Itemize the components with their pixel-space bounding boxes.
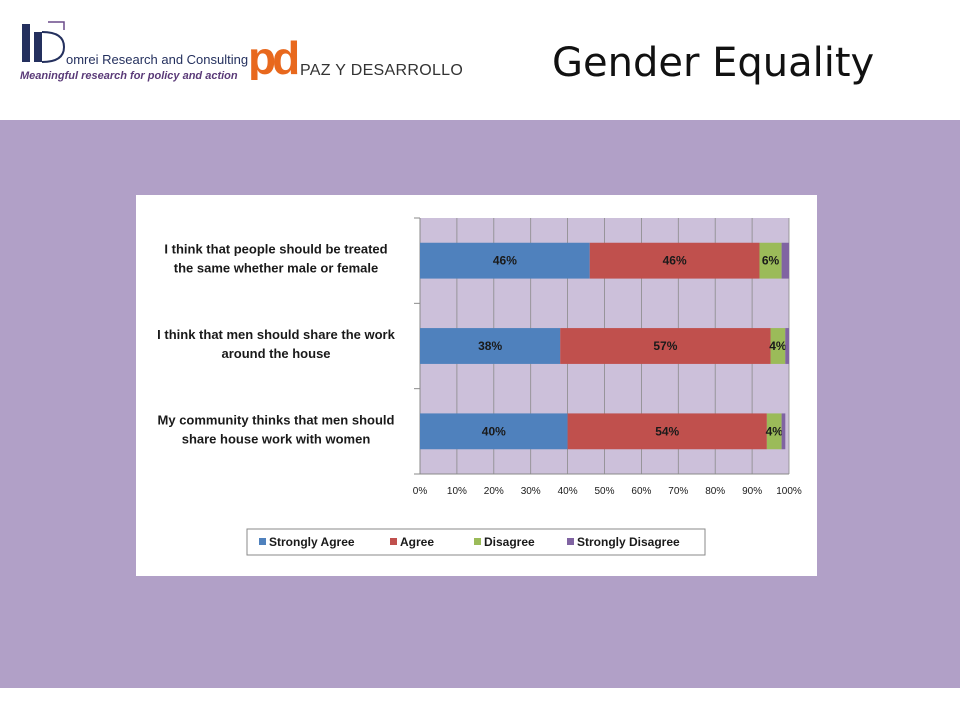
category-label: I think that people should be treated [164,242,387,257]
bar-segment [781,242,789,279]
legend-swatch [259,538,266,545]
legend-swatch [567,538,574,545]
paz-y-desarrollo-logo: pd PAZ Y DESARROLLO [248,34,468,84]
domrei-logo-mark [22,21,66,63]
category-label: around the house [221,346,330,361]
category-label: My community thinks that men should [158,412,395,427]
x-tick-label: 90% [742,486,762,497]
bar-segment [770,328,786,364]
x-tick-label: 70% [668,486,688,497]
bar-segment [766,413,782,450]
x-tick-label: 30% [521,486,541,497]
pd-logo-name: PAZ Y DESARROLLO [300,62,464,79]
x-tick-label: 80% [705,486,725,497]
x-tick-label: 100% [776,486,802,497]
category-label: share house work with women [182,431,371,446]
legend-label: Agree [400,535,434,549]
data-label: 4% [769,339,787,353]
legend-swatch [390,538,397,545]
data-label: 6% [762,254,780,268]
svg-text:pd: pd [248,34,298,80]
page-title: Gender Equality [552,40,875,86]
data-label: 54% [655,424,679,438]
bar-segment [781,413,786,450]
bar-segment [420,328,561,364]
bar-segment [589,242,760,279]
data-label: 46% [663,254,687,268]
category-label: I think that men should share the work [157,327,395,342]
slide-header: omrei Research and Consulting Meaningful… [0,0,960,120]
domrei-logo-tagline: Meaningful research for policy and actio… [20,70,238,82]
x-tick-label: 0% [413,486,428,497]
bar-segment [420,242,590,279]
x-tick-label: 60% [631,486,651,497]
legend-label: Strongly Disagree [577,535,680,549]
stacked-bar-chart: 0% 10% 20% 30% 40% 50% 60% 70% 80% 90% 100% 46% 46% 6… [157,217,802,556]
legend-label: Strongly Agree [269,535,355,549]
bar-segment [785,328,789,364]
pd-logo-mark: pd [248,34,300,80]
bar-segment [560,328,771,364]
bar-segment [420,413,568,450]
data-label: 4% [766,424,784,438]
domrei-logo: omrei Research and Consulting Meaningful… [18,18,248,88]
data-label: 57% [653,339,677,353]
legend-label: Disagree [484,535,535,549]
domrei-logo-name: omrei Research and Consulting [66,52,249,67]
x-tick-label: 40% [558,486,578,497]
legend-swatch [474,538,481,545]
x-tick-label: 10% [447,486,467,497]
data-label: 46% [493,254,517,268]
chart-container: 0% 10% 20% 30% 40% 50% 60% 70% 80% 90% 100% 46% 46% 6… [136,195,817,576]
bar-segment [567,413,767,450]
bar-segment [759,242,782,279]
category-label: the same whether male or female [174,261,378,276]
x-tick-label: 50% [594,486,614,497]
x-tick-label: 20% [484,486,504,497]
data-label: 38% [478,339,502,353]
data-label: 40% [482,424,506,438]
